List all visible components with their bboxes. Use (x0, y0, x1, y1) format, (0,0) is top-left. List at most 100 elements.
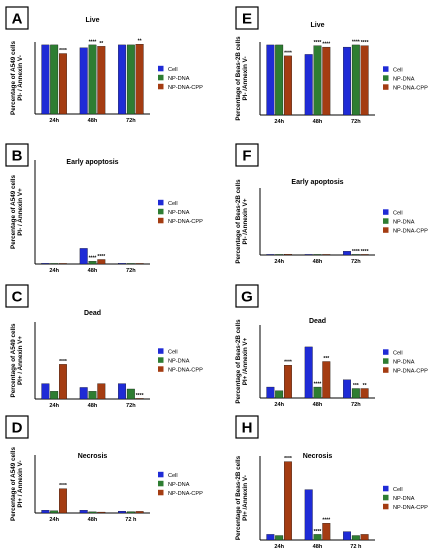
bar-cell-1 (79, 47, 88, 115)
bar-np-dna-cpp-0 (284, 461, 292, 541)
legend-label: NP-DNA-CPP (168, 219, 203, 225)
panel-letter: C (12, 289, 23, 306)
panel-a: A Live Percentage of A549 cellsPI- / Annex… (5, 6, 203, 124)
bar-cell-0 (41, 44, 50, 115)
panel-letter: F (242, 148, 251, 165)
legend-label: NP-DNA-CPP (393, 369, 428, 375)
legend-swatch-cell (383, 66, 389, 72)
x-tick-label: 72h (126, 118, 136, 124)
y-axis-label-line: Percentage of A549 cells (10, 41, 17, 115)
x-tick-label: 24h (49, 118, 59, 124)
bar-np-dna-cpp-2 (135, 511, 144, 514)
bar-np-dna-2 (126, 44, 135, 115)
chart-title: Dead (309, 318, 326, 325)
y-axis-label: Percentage of Beas-2B cellsPI+ /Annexin … (235, 455, 249, 540)
bar-np-dna-1 (88, 44, 97, 115)
significance-label: **** (284, 360, 292, 366)
bar-np-dna-cpp-0 (284, 364, 292, 399)
bar-np-dna-2 (126, 511, 135, 514)
panel-f: F Early apoptosis Percentage of Beas-2B ce… (235, 143, 428, 265)
y-axis-label-line: Percentage of A549 cells (10, 175, 17, 249)
bar-np-dna-1 (88, 391, 97, 400)
significance-label: *** (323, 356, 329, 362)
panel-letter-box (235, 143, 259, 167)
bar-np-dna-cpp-1 (97, 46, 106, 115)
x-tick-label: 72h (351, 402, 361, 408)
y-axis-label-line: PI+ / Annexin V+ (17, 336, 24, 385)
panel-letter: B (12, 148, 23, 165)
bar-cell-2 (343, 46, 351, 116)
x-tick-label: 48h (88, 517, 98, 523)
bar-np-dna-cpp-1 (97, 259, 106, 265)
bar-np-dna-1 (313, 386, 322, 399)
bar-np-dna-cpp-1 (97, 511, 106, 514)
bar-np-dna-cpp-0 (59, 53, 67, 115)
bar-cell-0 (266, 44, 275, 116)
x-tick-label: 48h (313, 544, 323, 550)
significance-label: ** (363, 383, 367, 389)
legend-swatch-np-dna (383, 218, 389, 224)
legend-label: NP-DNA (168, 482, 190, 488)
legend-swatch-np-dna (158, 74, 164, 81)
bar-np-dna-1 (313, 254, 322, 256)
significance-label: **** (314, 40, 322, 46)
legend-swatch-cell (158, 65, 164, 72)
bar-cell-2 (118, 44, 126, 115)
bar-np-dna-0 (50, 44, 59, 115)
x-tick-label: 24h (49, 403, 59, 409)
panel-b: B Early apoptosis Percentage of A549 cells… (5, 143, 203, 274)
legend-label: Cell (393, 487, 403, 493)
significance-label: **** (322, 518, 330, 524)
x-tick-label: 48h (88, 268, 98, 274)
chart-title: Early apoptosis (66, 159, 118, 166)
bar-cell-1 (304, 489, 313, 541)
bar-cell-0 (266, 386, 275, 399)
bar-np-dna-cpp-1 (322, 361, 331, 399)
bar-np-dna-1 (88, 261, 97, 265)
chart-title: Necrosis (303, 453, 333, 460)
bar-np-dna-2 (126, 263, 135, 265)
y-axis-label: Percentage of Beas-2B cellsPI- /Annexin … (235, 179, 249, 264)
bar-np-dna-2 (351, 388, 360, 399)
legend-swatch-np-dna-cpp (158, 83, 164, 90)
legend-swatch-cell (158, 348, 164, 354)
x-tick-label: 72 h (350, 544, 362, 550)
bar-cell-2 (343, 251, 351, 256)
significance-label: **** (314, 529, 322, 535)
bar-cell-0 (266, 534, 275, 541)
legend-swatch-cell (383, 349, 389, 355)
legend-swatch-cell (383, 209, 389, 215)
bar-np-dna-cpp-1 (97, 383, 106, 400)
bar-np-dna-2 (126, 388, 135, 400)
bar-np-dna-cpp-2 (135, 398, 144, 400)
x-tick-label: 48h (88, 118, 98, 124)
panel-h: H Necrosis Percentage of Beas-2B cellsPI+ … (235, 415, 428, 550)
bar-np-dna-1 (88, 511, 97, 514)
y-axis-label-line: PI- / Annexin V- (17, 55, 24, 101)
significance-label: **** (59, 359, 67, 365)
chart-title: Live (85, 17, 99, 24)
y-axis-label-line: PI- /Annexin V+ (242, 198, 249, 244)
significance-label: **** (89, 256, 97, 262)
significance-label: **** (361, 249, 369, 255)
y-axis-label: Percentage of Beas-2B cellsPI- /Annexin … (235, 36, 249, 121)
significance-label: ** (99, 41, 103, 47)
legend-label: Cell (168, 201, 178, 207)
legend-swatch-np-dna-cpp (383, 503, 389, 510)
y-axis-label-line: Percentage of Beas-2B cells (235, 455, 242, 540)
bar-cell-1 (304, 54, 313, 116)
legend-swatch-np-dna-cpp (158, 217, 164, 224)
bar-np-dna-cpp-0 (59, 263, 67, 265)
bar-cell-1 (79, 510, 88, 514)
x-tick-label: 48h (88, 403, 98, 409)
bar-np-dna-0 (50, 510, 59, 514)
panel-letter-box (5, 284, 29, 308)
legend-label: NP-DNA-CPP (393, 86, 428, 92)
y-axis-label-line: Percentage of Beas-2B cells (235, 179, 242, 264)
x-tick-label: 48h (313, 402, 323, 408)
bar-cell-1 (79, 387, 88, 400)
legend-swatch-np-dna (383, 75, 389, 81)
y-axis-label-line: PI- /Annexin V- (242, 56, 249, 100)
legend-swatch-cell (158, 199, 164, 206)
